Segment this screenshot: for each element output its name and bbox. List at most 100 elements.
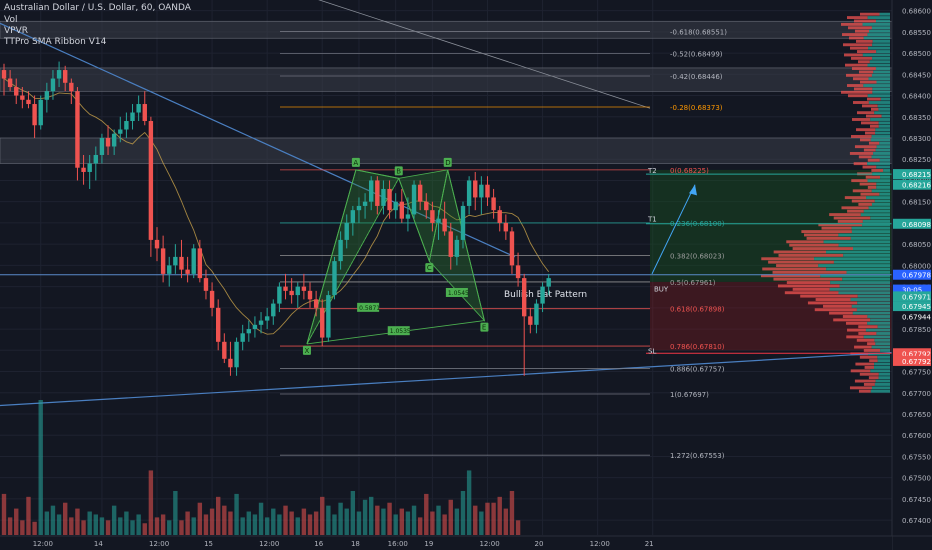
indicator-vpvr[interactable]: VPVR — [4, 26, 28, 36]
volume-bar — [295, 517, 300, 535]
volume-bar — [81, 520, 86, 535]
vpvr-bar-down — [784, 291, 839, 295]
vpvr-bar-down — [815, 298, 851, 301]
volume-bar — [252, 514, 258, 535]
y-tick-label: 0.68550 — [902, 29, 931, 37]
vpvr-bar-down — [863, 148, 876, 152]
resistance-zone — [0, 67, 893, 92]
vpvr-bar-down — [777, 284, 840, 288]
candle-body — [124, 121, 129, 130]
vpvr-bar-down — [850, 135, 872, 138]
vpvr-bar-up — [839, 284, 890, 288]
vpvr-bar-up — [871, 26, 890, 30]
candle-body — [522, 278, 527, 317]
y-tick-label: 0.67700 — [902, 390, 931, 398]
candle-body — [393, 201, 398, 211]
indicator-vol[interactable]: Vol — [4, 15, 18, 25]
volume-bar — [240, 517, 245, 535]
vpvr-bar-down — [761, 257, 815, 261]
fib-level-label: 0(0.68225) — [670, 167, 709, 175]
vpvr-bar-down — [772, 270, 847, 274]
vpvr-bar-down — [848, 26, 872, 30]
pattern-ratio-box — [357, 302, 380, 312]
candle-body — [69, 82, 74, 92]
vpvr-bar-up — [868, 352, 890, 356]
volume-bar — [20, 520, 25, 535]
candle-body — [20, 95, 25, 100]
vpvr-bar-down — [865, 175, 881, 179]
volume-bar — [26, 496, 31, 535]
volume-bar — [142, 523, 147, 535]
vpvr-bar-up — [876, 50, 890, 53]
volume-bar — [124, 511, 129, 535]
candle-body — [258, 320, 264, 325]
vpvr-bar-up — [869, 60, 890, 64]
t1-label: T1 — [647, 216, 657, 224]
volume-bar — [454, 508, 460, 535]
vpvr-bar-up — [870, 138, 890, 142]
vpvr-bar-down — [870, 107, 879, 111]
vpvr-bar-down — [864, 366, 874, 369]
volume-bar — [356, 511, 362, 535]
volume-bar — [160, 514, 166, 535]
candle-body — [173, 256, 178, 266]
candle-body — [81, 167, 86, 172]
vpvr-bar-up — [851, 226, 890, 230]
volume-bar — [491, 502, 496, 535]
vpvr-bar-up — [878, 107, 890, 111]
pattern-point-box — [443, 157, 452, 167]
vpvr-bar-up — [870, 118, 890, 121]
volume-bar — [167, 520, 172, 535]
price-tag-label: 0.67945 — [902, 303, 931, 311]
fib-level-label: 0.786(0.67810) — [670, 343, 725, 351]
vpvr-bar-up — [833, 260, 890, 264]
volume-bar — [466, 470, 472, 535]
candle-body — [485, 184, 490, 198]
y-tick-label: 0.68400 — [902, 93, 931, 101]
vpvr-bar-up — [879, 12, 890, 16]
price-tag — [893, 291, 931, 302]
volume-bar — [209, 508, 215, 535]
y-tick-label: 0.67500 — [902, 475, 931, 483]
vpvr-bar-up — [873, 366, 890, 369]
vpvr-bar-up — [880, 175, 890, 179]
vpvr-bar-down — [860, 12, 880, 16]
volume-bar — [326, 505, 331, 535]
candle-body — [546, 278, 551, 287]
vpvr-bar-up — [880, 97, 890, 101]
candle-body — [411, 184, 417, 215]
candle-body — [491, 197, 496, 211]
candle-body — [503, 222, 509, 232]
candle-body — [216, 307, 221, 342]
vpvr-bar-up — [877, 359, 890, 363]
indicator-sma-ribbon[interactable]: TTPro SMA Ribbon V14 — [4, 37, 107, 47]
candle-body — [479, 184, 484, 198]
volume-bar — [411, 505, 417, 535]
vpvr-bar-up — [867, 33, 890, 37]
vpvr-bar-up — [871, 73, 890, 77]
vpvr-bar-up — [883, 168, 890, 172]
y-tick-label: 0.67850 — [902, 326, 931, 334]
pattern-point-box — [394, 166, 403, 176]
volume-bar — [105, 520, 111, 535]
volume-bar — [381, 508, 386, 535]
vpvr-bar-down — [833, 318, 871, 322]
vpvr-bar-up — [826, 267, 890, 271]
vpvr-bar-up — [876, 80, 890, 84]
vpvr-bar-down — [865, 114, 882, 118]
volume-bar — [148, 470, 154, 535]
candle-body — [424, 201, 429, 211]
vpvr-bar-up — [862, 22, 890, 26]
volume-bar — [479, 511, 484, 535]
vpvr-bar-up — [870, 318, 890, 322]
volume-bar — [350, 490, 356, 535]
volume-bar — [38, 400, 43, 535]
fib-level-label: -0.28(0.68373) — [670, 104, 723, 112]
volume-bar — [393, 514, 398, 535]
pattern-point-label: B — [396, 167, 401, 175]
vpvr-bar-down — [850, 369, 871, 373]
vpvr-bar-up — [860, 213, 890, 217]
vpvr-bar-up — [830, 281, 890, 284]
